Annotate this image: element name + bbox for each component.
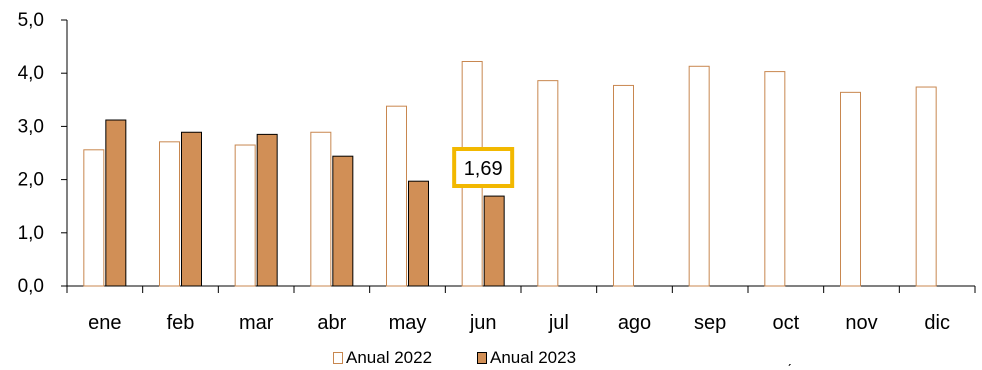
x-tick-label: ene: [88, 312, 121, 334]
y-tick-label: 0,0: [18, 276, 44, 297]
x-tick-label: ago: [618, 312, 651, 334]
bar-2023-mar: [256, 133, 278, 287]
y-tick-label: 3,0: [18, 116, 44, 137]
legend-label-2022: Anual 2022: [346, 348, 433, 367]
bar-2023-abr: [332, 155, 354, 287]
legend-swatch-2023: [477, 352, 487, 364]
x-tick-label: dic: [924, 312, 950, 334]
legend-item-2023: Anual 2023: [477, 348, 576, 368]
bar-2022-ago: [613, 84, 634, 287]
x-tick-label: sep: [694, 312, 726, 334]
x-tick-label: mar: [239, 312, 274, 334]
footnote-mark: ˏ: [787, 350, 792, 366]
legend-label-2023: Anual 2023: [490, 348, 577, 367]
annotation-label: 1,69: [464, 158, 503, 180]
bar-2022-jul: [537, 80, 559, 287]
x-tick-label: may: [389, 312, 427, 334]
bar-2022-sep: [688, 65, 710, 287]
x-tick-label: feb: [167, 312, 195, 334]
value-annotation: 1,69: [452, 147, 515, 188]
x-tick-label: abr: [317, 312, 346, 334]
annotation-box: [452, 147, 515, 188]
bar-2022-may: [386, 105, 407, 287]
bar-2023-jun: [483, 195, 505, 287]
legend-swatch-2022: [333, 352, 343, 364]
y-tick-label: 2,0: [18, 170, 44, 191]
y-tick-label: 1,0: [18, 223, 44, 244]
x-tick-label: nov: [845, 312, 877, 334]
x-tick-label: jul: [548, 312, 569, 334]
bar-2022-oct: [764, 71, 786, 287]
bar-2022-ene: [83, 149, 105, 287]
x-tick-label: oct: [772, 312, 799, 334]
y-tick-label: 5,0: [18, 10, 44, 31]
y-axis: 0,0 1,0 2,0 3,0 4,0 5,0: [18, 10, 68, 297]
bar-2022-nov: [840, 91, 861, 287]
legend: Anual 2022 Anual 2023: [0, 348, 982, 368]
bar-2022-dic: [915, 86, 937, 287]
x-tick-label: jun: [469, 312, 497, 334]
bars: [83, 60, 937, 287]
y-tick-label: 4,0: [18, 63, 44, 84]
bar-2022-mar: [234, 144, 256, 287]
bar-2022-feb: [159, 141, 180, 287]
bar-2023-ene: [105, 119, 127, 287]
bar-2023-may: [408, 180, 429, 287]
x-axis: ene feb mar abr may jun jul ago sep oct nov dic: [66, 285, 976, 334]
legend-item-2022: Anual 2022: [333, 348, 432, 368]
bar-chart: 0,0 1,0 2,0 3,0 4,0 5,0 ene feb mar abr may jun jul…: [18, 10, 976, 334]
bar-2022-abr: [310, 131, 332, 287]
bar-2023-feb: [181, 131, 202, 287]
